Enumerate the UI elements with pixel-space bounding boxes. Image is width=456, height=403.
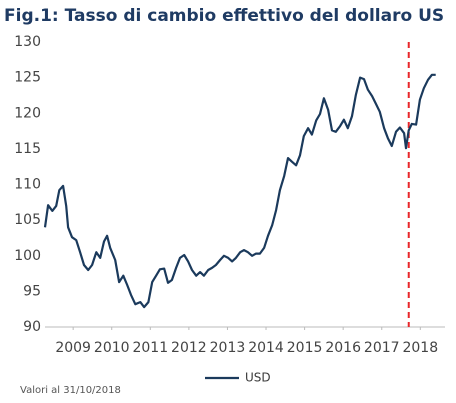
y-tick-label: 130 xyxy=(14,34,41,50)
x-tick-label: 2016 xyxy=(325,340,361,356)
chart-title: Fig.1: Tasso di cambio effettivo del dol… xyxy=(4,6,444,26)
x-tick-label: 2015 xyxy=(287,340,323,356)
y-tick-label: 100 xyxy=(14,248,41,264)
x-tick-label: 2009 xyxy=(55,340,91,356)
y-tick-label: 95 xyxy=(23,283,41,299)
x-tick-label: 2011 xyxy=(132,340,168,356)
y-tick-label: 115 xyxy=(14,141,41,157)
x-tick-label: 2018 xyxy=(402,340,438,356)
legend-label: USD xyxy=(245,371,271,385)
footnote: Valori al 31/10/2018 xyxy=(20,385,121,396)
x-tick-label: 2010 xyxy=(94,340,130,356)
y-tick-label: 90 xyxy=(23,319,41,335)
x-tick-label: 2014 xyxy=(248,340,284,356)
y-tick-label: 105 xyxy=(14,212,41,228)
y-tick-label: 125 xyxy=(14,70,41,86)
series-line xyxy=(43,73,436,309)
y-tick-label: 110 xyxy=(14,177,41,193)
x-tick-label: 2017 xyxy=(364,340,400,356)
y-tick-label: 120 xyxy=(14,105,41,121)
x-tick-label: 2012 xyxy=(171,340,207,356)
x-tick-label: 2013 xyxy=(210,340,246,356)
